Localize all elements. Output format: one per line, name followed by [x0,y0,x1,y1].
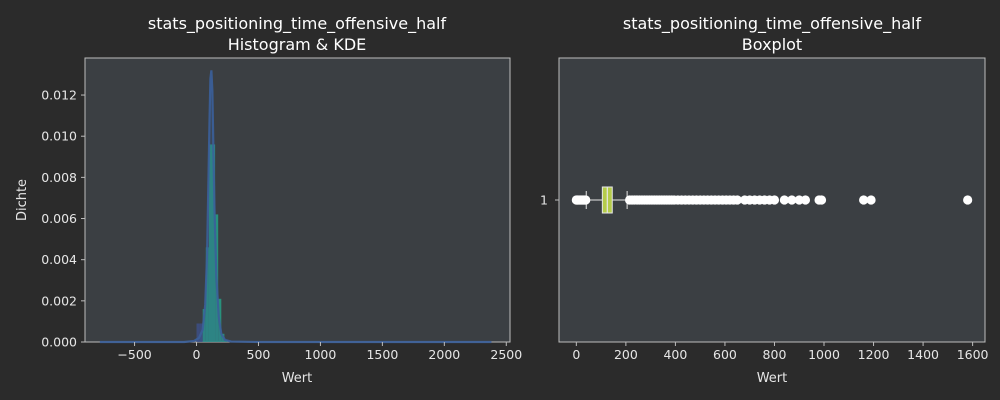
right-title: stats_positioning_time_offensive_half [623,14,922,34]
right-x-axis-ticks: 0 200 400 600 800 1000 1200 1400 1600 [572,342,989,362]
x-tick-label: 1000 [808,347,840,362]
histogram-bar [205,247,209,342]
boxplot-panel: stats_positioning_time_offensive_half Bo… [540,14,989,386]
x-tick-label: 0 [193,347,201,362]
x-tick-label: 1200 [858,347,890,362]
outlier-point [787,195,797,205]
x-tick-label: 200 [614,347,638,362]
histogram-bar [212,144,216,342]
outlier-point [859,195,869,205]
outlier-point [963,195,973,205]
x-tick-label: 0 [572,347,580,362]
y-tick-label: 0.002 [41,293,77,308]
y-tick-label: 0.006 [41,211,77,226]
outlier-point [732,195,742,205]
kde-line [99,70,492,344]
x-tick-label: 1000 [305,347,337,362]
left-plot-area [99,70,492,344]
x-tick-label: 1400 [907,347,939,362]
histogram-bar [196,323,200,342]
right-x-axis-label: Wert [757,371,788,386]
outlier-point [866,195,876,205]
x-tick-label: 2000 [428,347,460,362]
left-title: stats_positioning_time_offensive_half [148,14,447,34]
outlier-point [769,195,780,205]
x-tick-label: −500 [117,347,151,362]
left-y-axis-label: Dichte [15,179,30,221]
histogram-bar [208,144,213,342]
histogram-kde-panel: stats_positioning_time_offensive_half Hi… [15,14,522,386]
y-tick-label: 1 [540,193,548,208]
x-tick-label: 1500 [366,347,398,362]
y-tick-label: 0.010 [41,129,77,144]
x-tick-label: 1600 [957,347,989,362]
left-axes-background [84,57,511,343]
x-tick-label: 500 [247,347,271,362]
left-subtitle: Histogram & KDE [228,35,367,54]
right-subtitle: Boxplot [742,35,802,54]
right-plot-area [571,186,973,214]
outlier-point [816,195,827,205]
y-tick-label: 0.012 [41,88,77,103]
x-tick-label: 600 [713,347,737,362]
left-x-axis-label: Wert [282,371,313,386]
x-tick-label: 800 [763,347,787,362]
x-tick-label: 400 [663,347,687,362]
outlier-point [779,195,789,205]
outlier-point [800,195,811,205]
y-tick-label: 0.000 [41,335,77,350]
histogram-bar [202,309,206,342]
outlier-point [581,195,591,205]
y-tick-label: 0.004 [41,252,77,267]
y-tick-label: 0.008 [41,170,77,185]
right-y-axis-ticks: 1 [540,193,559,208]
left-x-axis-ticks: −500 0 500 1000 1500 2000 2500 [117,342,522,362]
left-y-axis-ticks: 0.000 0.002 0.004 0.006 0.008 0.010 0.012 [41,88,85,350]
x-tick-label: 2500 [490,347,522,362]
